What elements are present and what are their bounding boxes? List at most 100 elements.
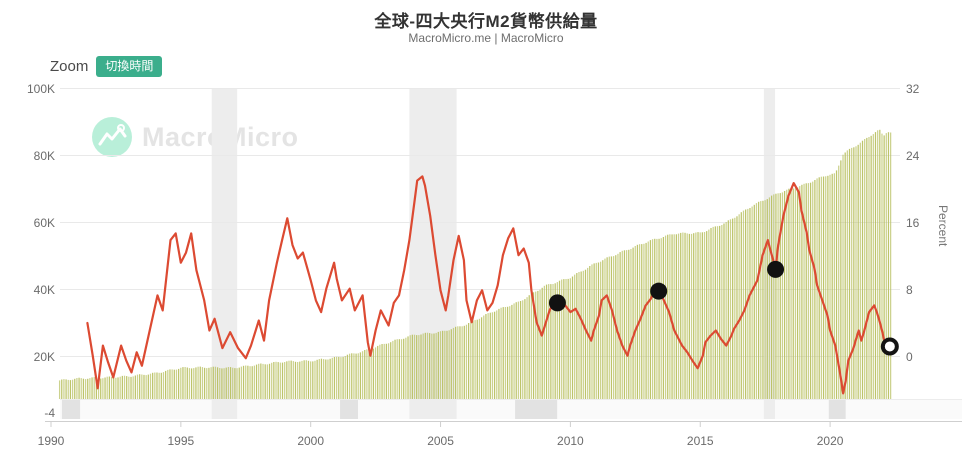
m2-bar: [608, 256, 610, 399]
m2-bar: [649, 240, 652, 399]
m2-bar: [567, 278, 569, 399]
m2-bar: [723, 223, 725, 399]
m2-bar: [452, 327, 455, 399]
left-axis-label: 80K: [33, 148, 55, 163]
left-axis-label: 40K: [33, 282, 55, 297]
m2-bar: [554, 283, 556, 399]
m2-bar: [266, 364, 268, 399]
m2-bar: [316, 359, 318, 399]
m2-bar: [206, 368, 208, 399]
m2-bar: [115, 377, 117, 399]
m2-bar: [732, 218, 734, 399]
m2-bar: [571, 276, 574, 399]
m2-bar: [229, 367, 232, 399]
m2-bar: [768, 197, 771, 399]
m2-bar: [660, 238, 662, 399]
m2-bar: [346, 354, 349, 399]
m2-bar: [193, 368, 195, 399]
m2-bar: [232, 367, 234, 399]
m2-bar: [779, 193, 781, 399]
m2-bar: [569, 278, 571, 399]
m2-bar: [277, 362, 279, 399]
m2-bar: [407, 336, 409, 399]
m2-bar: [844, 152, 846, 399]
m2-bar: [212, 366, 214, 399]
m2-bar: [613, 256, 615, 399]
m2-bar: [840, 160, 842, 399]
m2-bar: [450, 329, 452, 399]
m2-bar: [872, 134, 874, 399]
m2-bar: [162, 372, 165, 399]
m2-bar: [344, 356, 346, 399]
left-axis-label: 20K: [33, 349, 55, 364]
m2-bar: [552, 284, 554, 399]
m2-bar: [100, 378, 102, 399]
m2-bar: [403, 338, 405, 399]
m2-bar: [625, 250, 628, 399]
m2-bar: [390, 342, 392, 399]
m2-bar: [281, 362, 284, 399]
annotation-dot[interactable]: [548, 294, 566, 312]
m2-bar: [301, 360, 303, 399]
m2-bar: [799, 186, 801, 399]
m2-bar: [392, 340, 394, 399]
m2-bar: [327, 359, 329, 399]
m2-bar: [827, 175, 829, 399]
annotation-dot[interactable]: [650, 282, 668, 300]
m2-bar: [701, 232, 703, 399]
m2-bar: [515, 302, 517, 399]
m2-bar: [167, 369, 169, 399]
m2-bar: [175, 369, 178, 399]
m2-bar: [877, 130, 879, 400]
m2-bar: [491, 312, 494, 399]
m2-bar: [381, 344, 383, 399]
m2-bar: [686, 233, 688, 399]
m2-bar: [377, 345, 379, 399]
m2-bar: [522, 300, 524, 399]
m2-bar: [595, 262, 597, 399]
m2-bar: [500, 307, 502, 399]
x-axis-label: 2005: [427, 434, 454, 448]
m2-bar: [271, 362, 273, 399]
m2-bar: [234, 368, 236, 399]
m2-bar: [664, 235, 667, 399]
m2-bar: [366, 349, 368, 399]
m2-bar: [394, 339, 396, 399]
m2-bar: [602, 260, 604, 399]
m2-bar: [331, 357, 333, 399]
m2-bar: [335, 356, 338, 399]
m2-bar: [727, 220, 729, 399]
m2-bar: [838, 165, 840, 399]
m2-bar: [725, 222, 727, 399]
m2-bar: [831, 173, 833, 399]
m2-bar: [128, 376, 130, 399]
m2-bar: [58, 380, 61, 399]
m2-bar: [517, 301, 520, 399]
m2-bar: [816, 178, 818, 399]
m2-bar: [106, 376, 108, 399]
m2-bar: [435, 332, 437, 399]
m2-bar: [275, 361, 277, 399]
m2-bar: [409, 335, 411, 399]
plot-band: [211, 88, 238, 419]
m2-bar: [379, 344, 381, 399]
x-axis-label: 1990: [37, 434, 65, 448]
m2-bar: [465, 324, 468, 399]
annotation-dot[interactable]: [767, 260, 785, 278]
m2-bar: [870, 135, 872, 400]
m2-bar: [459, 326, 461, 399]
m2-bar: [398, 339, 400, 399]
m2-bar: [95, 377, 98, 399]
m2-bar: [433, 333, 435, 399]
m2-bar: [178, 368, 180, 399]
m2-bar: [734, 217, 736, 399]
switch-time-button[interactable]: 切換時間: [96, 56, 163, 77]
m2-bar: [65, 379, 67, 399]
m2-bar: [338, 356, 340, 399]
m2-bar: [355, 353, 357, 399]
m2-bar: [556, 282, 558, 399]
m2-bar: [535, 291, 537, 399]
latest-point-marker[interactable]: [880, 337, 899, 356]
m2-bar: [117, 377, 119, 399]
